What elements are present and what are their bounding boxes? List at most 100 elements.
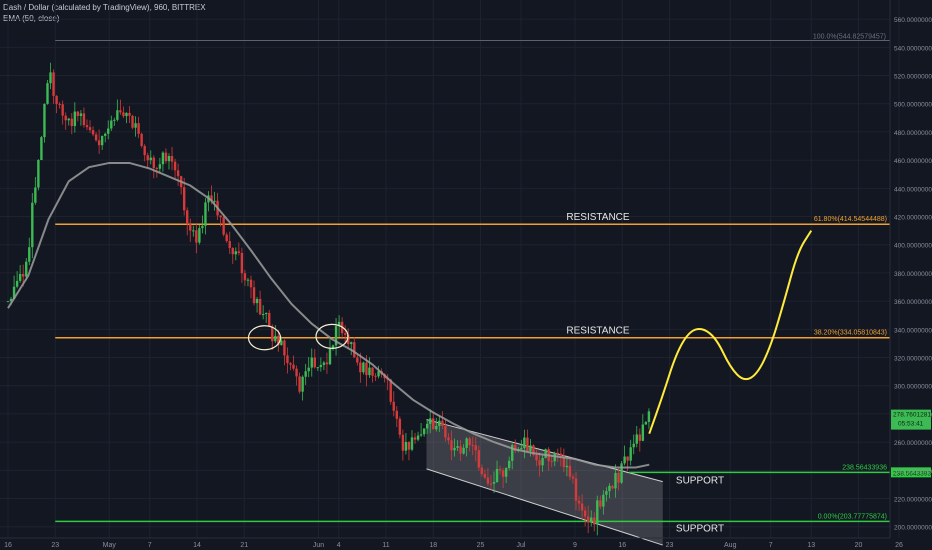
candle-body xyxy=(61,104,64,116)
candle-body xyxy=(21,274,25,277)
candle-body xyxy=(450,440,453,451)
candle-body xyxy=(638,434,641,441)
candle-body xyxy=(429,418,432,424)
candle-body xyxy=(489,483,493,485)
level-price-tag xyxy=(891,467,931,478)
candle-body xyxy=(219,215,222,218)
level-label-1: 61.80%(414.54544488) xyxy=(814,216,887,223)
candle-body xyxy=(480,467,484,475)
candle-body xyxy=(237,251,241,253)
candle-body xyxy=(331,345,335,349)
candle-body xyxy=(31,202,34,248)
ema-50-line xyxy=(7,161,650,469)
candle-body xyxy=(392,401,395,411)
candle-body xyxy=(413,437,417,440)
candle-body xyxy=(350,342,353,345)
candle-body xyxy=(422,428,426,435)
candle-body xyxy=(395,410,398,419)
candle-body xyxy=(82,113,86,126)
x-tick-label: 25 xyxy=(477,542,485,549)
y-tick-label: 380.0000000 xyxy=(894,271,932,278)
level-label-2: 38.20%(334.05810843) xyxy=(814,330,887,337)
candle-body xyxy=(453,447,456,451)
candle-body xyxy=(116,110,119,120)
candle-body xyxy=(55,95,58,104)
candle-body xyxy=(641,424,645,441)
candle-body xyxy=(97,140,101,146)
candle-body xyxy=(113,119,116,121)
candle-body xyxy=(456,446,459,448)
candle-body xyxy=(268,312,271,327)
candle-body xyxy=(25,261,28,277)
candle-body xyxy=(353,342,356,358)
y-tick-label: 200.0000000 xyxy=(894,525,932,532)
candle-body xyxy=(182,187,186,211)
x-tick-label: Jul xyxy=(517,542,526,549)
candle-body xyxy=(535,455,538,461)
candle-body xyxy=(362,362,365,373)
candle-body xyxy=(243,273,247,281)
candle-body xyxy=(562,455,566,468)
y-tick-label: 220.0000000 xyxy=(894,497,932,504)
y-tick-label: 440.0000000 xyxy=(894,186,932,193)
candle-body xyxy=(43,103,46,138)
candle-body xyxy=(425,423,429,429)
candle-body xyxy=(210,195,213,201)
candle-body xyxy=(590,517,593,523)
candle-body xyxy=(602,494,605,507)
candle-body xyxy=(76,111,80,116)
candle-body xyxy=(511,444,514,461)
candle-body xyxy=(289,363,292,365)
candle-body xyxy=(164,152,168,162)
candle-body xyxy=(580,503,584,511)
candle-body xyxy=(407,441,411,450)
candle-body xyxy=(198,228,201,243)
y-tick-label: 400.0000000 xyxy=(894,243,932,250)
candle-body xyxy=(435,426,438,430)
level-price-tag-text: 238.56433936 xyxy=(893,470,932,477)
candle-body xyxy=(12,286,16,299)
candle-body xyxy=(73,111,77,127)
candle-body xyxy=(222,217,225,235)
candle-body xyxy=(583,510,587,517)
candle-body xyxy=(15,280,19,287)
y-tick-label: 340.0000000 xyxy=(894,327,932,334)
candle-body xyxy=(295,368,298,377)
candle-body xyxy=(143,145,146,156)
candle-body xyxy=(328,348,332,365)
candle-body xyxy=(49,72,52,84)
y-tick-label: 560.0000000 xyxy=(894,17,932,24)
x-tick-label: 26 xyxy=(895,542,903,549)
candle-body xyxy=(271,326,274,342)
candle-body xyxy=(432,418,435,430)
candle-body xyxy=(644,422,648,425)
candle-body xyxy=(334,326,338,346)
candle-body xyxy=(441,420,444,426)
candle-body xyxy=(91,130,95,135)
candle-body xyxy=(292,364,295,369)
x-tick-label: 23 xyxy=(666,542,674,549)
candle-body xyxy=(301,376,304,392)
candle-body xyxy=(286,355,289,364)
candle-body xyxy=(623,456,626,464)
candle-body xyxy=(520,448,523,450)
candle-body xyxy=(137,123,140,134)
candle-body xyxy=(389,379,392,402)
candle-body xyxy=(110,120,113,129)
candle-body xyxy=(410,437,414,450)
x-tick-label: 4 xyxy=(337,542,341,549)
candle-body xyxy=(122,112,125,117)
candle-body xyxy=(468,438,471,446)
candle-body xyxy=(304,371,307,377)
candle-body xyxy=(264,312,268,315)
x-tick-label: 16 xyxy=(4,542,12,549)
candle-body xyxy=(6,301,10,303)
candle-body xyxy=(526,437,529,452)
candle-body xyxy=(486,477,490,484)
candle-body xyxy=(228,241,231,249)
y-tick-label: 260.0000000 xyxy=(894,440,932,447)
candle-body xyxy=(608,485,611,492)
candle-body xyxy=(192,230,195,232)
candle-body xyxy=(167,156,171,162)
